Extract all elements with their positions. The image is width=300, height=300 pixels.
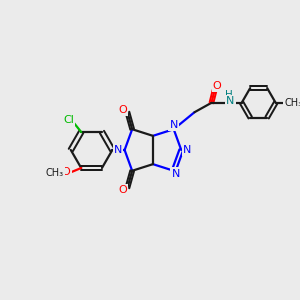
Text: O: O (213, 81, 221, 91)
Text: Cl: Cl (64, 115, 74, 125)
Text: O: O (118, 185, 127, 195)
Text: N: N (169, 119, 178, 130)
Text: O: O (118, 105, 127, 115)
Text: CH₃: CH₃ (284, 98, 300, 108)
Text: CH₃: CH₃ (46, 168, 64, 178)
Text: N: N (114, 145, 122, 155)
Text: N: N (226, 96, 235, 106)
Text: O: O (62, 167, 70, 177)
Text: N: N (171, 169, 180, 178)
Text: N: N (183, 145, 191, 155)
Text: H: H (225, 90, 232, 100)
